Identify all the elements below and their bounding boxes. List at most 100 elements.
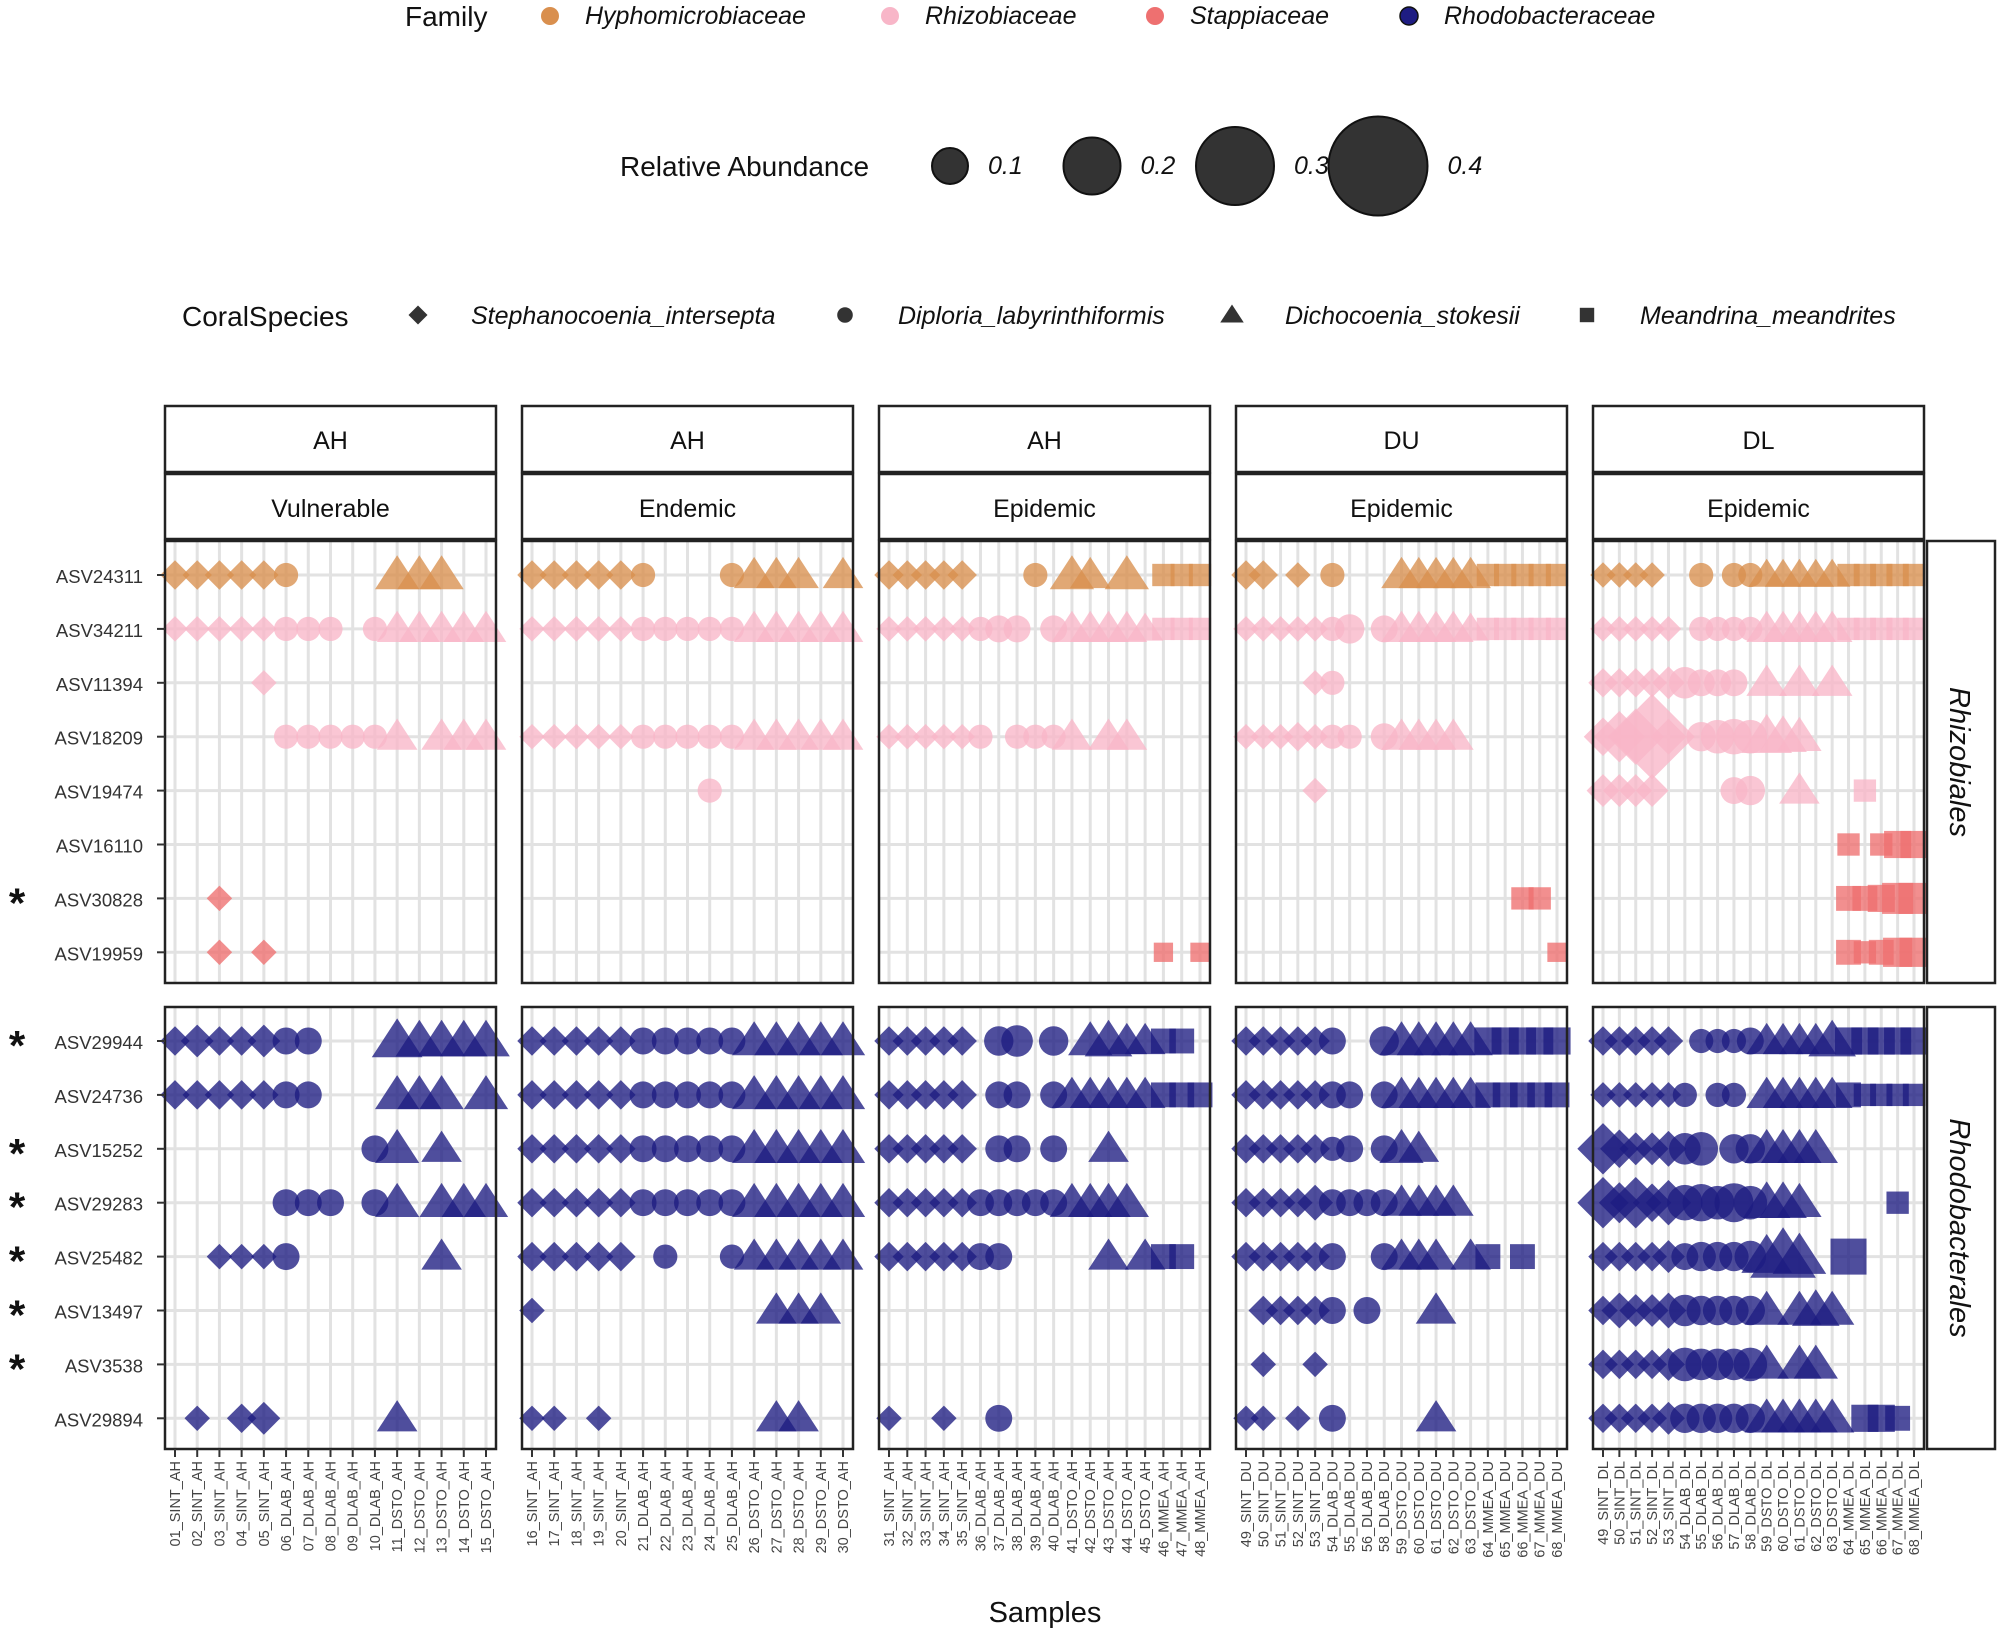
data-point-asv34211 [1590, 616, 1616, 642]
x-tick-label: 55_DLAB_DL [1694, 1461, 1710, 1550]
data-point-asv24736 [182, 1080, 212, 1110]
x-tick-label: 66_MMEA_DL [1874, 1461, 1890, 1555]
row-strip-label-rhizobiales: Rhizobiales [1943, 687, 1975, 837]
data-point-asv24311 [630, 562, 656, 588]
x-tick-label: 54_DLAB_DU [1325, 1461, 1341, 1552]
y-tick-label-asv15252: ASV15252 [55, 1140, 143, 1161]
data-point-asv13497 [1248, 1295, 1279, 1326]
data-point-asv25482 [985, 1243, 1013, 1271]
x-tick-label: 49_SINT_DL [1596, 1461, 1612, 1545]
x-tick-label: 48_MMEA_AH [1193, 1461, 1209, 1557]
facet-strip-site-label: AH [670, 427, 705, 455]
data-point-asv19959 [1547, 942, 1567, 962]
data-point-asv34211 [1233, 616, 1259, 642]
data-point-asv18209 [362, 724, 388, 749]
data-point-asv29283 [606, 1187, 636, 1218]
data-point-asv29944 [272, 1027, 300, 1055]
data-point-asv24736 [1003, 1081, 1031, 1109]
data-point-asv15252 [947, 1134, 977, 1164]
data-point-asv18209 [273, 724, 299, 749]
data-point-asv19959 [251, 939, 277, 966]
data-point-asv19474 [1635, 774, 1669, 808]
x-tick-label: 35_SINT_AH [955, 1461, 971, 1546]
facet-strip-site-label: AH [1027, 427, 1062, 455]
data-point-asv29283 [1231, 1187, 1261, 1218]
facet-strip-site-label: AH [313, 427, 348, 455]
data-point-asv34211 [1606, 616, 1633, 642]
panel-border [877, 1005, 1212, 1451]
data-point-asv25482 [272, 1243, 300, 1271]
data-point-asv34211 [1623, 616, 1649, 642]
data-point-asv24311 [1494, 563, 1517, 587]
data-point-asv15252 [1336, 1135, 1364, 1163]
data-point-asv25482 [653, 1244, 678, 1269]
data-point-asv34211 [1494, 617, 1517, 641]
x-tick-label: 50_SINT_DL [1612, 1461, 1628, 1545]
x-tick-label: 29_DSTO_AH [814, 1461, 830, 1553]
data-point-asv25482 [874, 1241, 904, 1272]
panel-border [163, 539, 498, 985]
data-point-asv18209 [1337, 724, 1362, 749]
x-tick-label: 14_DSTO_AH [457, 1461, 473, 1553]
data-point-asv13497 [1265, 1295, 1296, 1326]
data-point-asv19474 [1779, 772, 1820, 804]
data-point-asv24311 [273, 562, 299, 588]
data-point-asv24311 [1590, 562, 1616, 588]
data-point-asv15252 [1265, 1134, 1296, 1164]
x-tick-label: 38_DLAB_AH [1010, 1461, 1026, 1551]
data-point-asv13497 [1809, 1290, 1855, 1325]
data-point-asv24311 [1152, 563, 1175, 587]
facet-strip-site [1234, 404, 1569, 474]
data-point-asv24736 [651, 1081, 679, 1109]
data-point-asv34211 [162, 616, 188, 642]
data-point-asv24311 [182, 560, 212, 590]
data-point-asv15252 [1040, 1135, 1068, 1163]
data-point-asv24736 [1623, 1082, 1649, 1108]
data-point-asv15252 [1793, 1129, 1838, 1164]
data-point-asv24311 [583, 560, 614, 590]
data-point-asv15252 [421, 1130, 462, 1162]
data-point-asv24736 [294, 1081, 322, 1109]
data-point-asv29944 [874, 1026, 904, 1056]
data-point-asv24736 [249, 1080, 279, 1110]
data-point-asv24736 [160, 1080, 190, 1110]
data-point-asv29283 [1433, 1184, 1474, 1216]
x-tick-label: 04_SINT_AH [235, 1461, 251, 1546]
data-point-asv18209 [912, 723, 939, 750]
data-point-asv29894 [778, 1400, 819, 1432]
data-point-asv24736 [226, 1080, 257, 1110]
data-point-asv29944 [294, 1027, 322, 1055]
data-point-asv29894 [541, 1405, 567, 1432]
data-point-asv3538 [1250, 1351, 1276, 1378]
data-point-asv29944 [1248, 1026, 1279, 1056]
x-tick-label: 56_DLAB_DU [1360, 1461, 1376, 1552]
data-point-asv25482 [1318, 1243, 1346, 1271]
data-point-asv15252 [1650, 1130, 1687, 1167]
data-point-asv29944 [674, 1027, 701, 1055]
y-tick-label-asv3538: ASV3538 [65, 1355, 143, 1376]
data-point-asv24311 [226, 560, 257, 590]
data-point-asv29944 [1265, 1026, 1296, 1056]
facet-strip-status [520, 472, 855, 541]
data-point-asv30828 [1528, 887, 1551, 910]
data-point-asv18209 [1433, 718, 1474, 750]
significance-star: * [9, 1292, 26, 1339]
data-point-asv11394 [1302, 670, 1328, 696]
x-tick-label: 64_MMEA_DL [1842, 1461, 1858, 1555]
data-point-asv34211 [296, 616, 321, 641]
data-point-asv34211 [968, 616, 993, 641]
x-tick-label: 39_DLAB_AH [1028, 1461, 1044, 1551]
data-point-asv25482 [1604, 1241, 1635, 1272]
data-point-asv15252 [929, 1134, 959, 1164]
data-point-asv18209 [1106, 718, 1148, 750]
data-point-asv24736 [1231, 1080, 1261, 1110]
data-point-asv29944 [696, 1027, 724, 1055]
data-point-asv24736 [1902, 1083, 1926, 1107]
data-point-asv25482 [228, 1243, 255, 1270]
data-point-asv29944 [226, 1026, 257, 1056]
data-point-asv29894 [376, 1400, 418, 1432]
data-point-asv29944 [517, 1026, 547, 1056]
data-point-asv18209 [1051, 718, 1093, 750]
panel-ah-vulnerable-rhodobacterales [160, 1005, 510, 1451]
data-point-asv29283 [1886, 1191, 1909, 1214]
